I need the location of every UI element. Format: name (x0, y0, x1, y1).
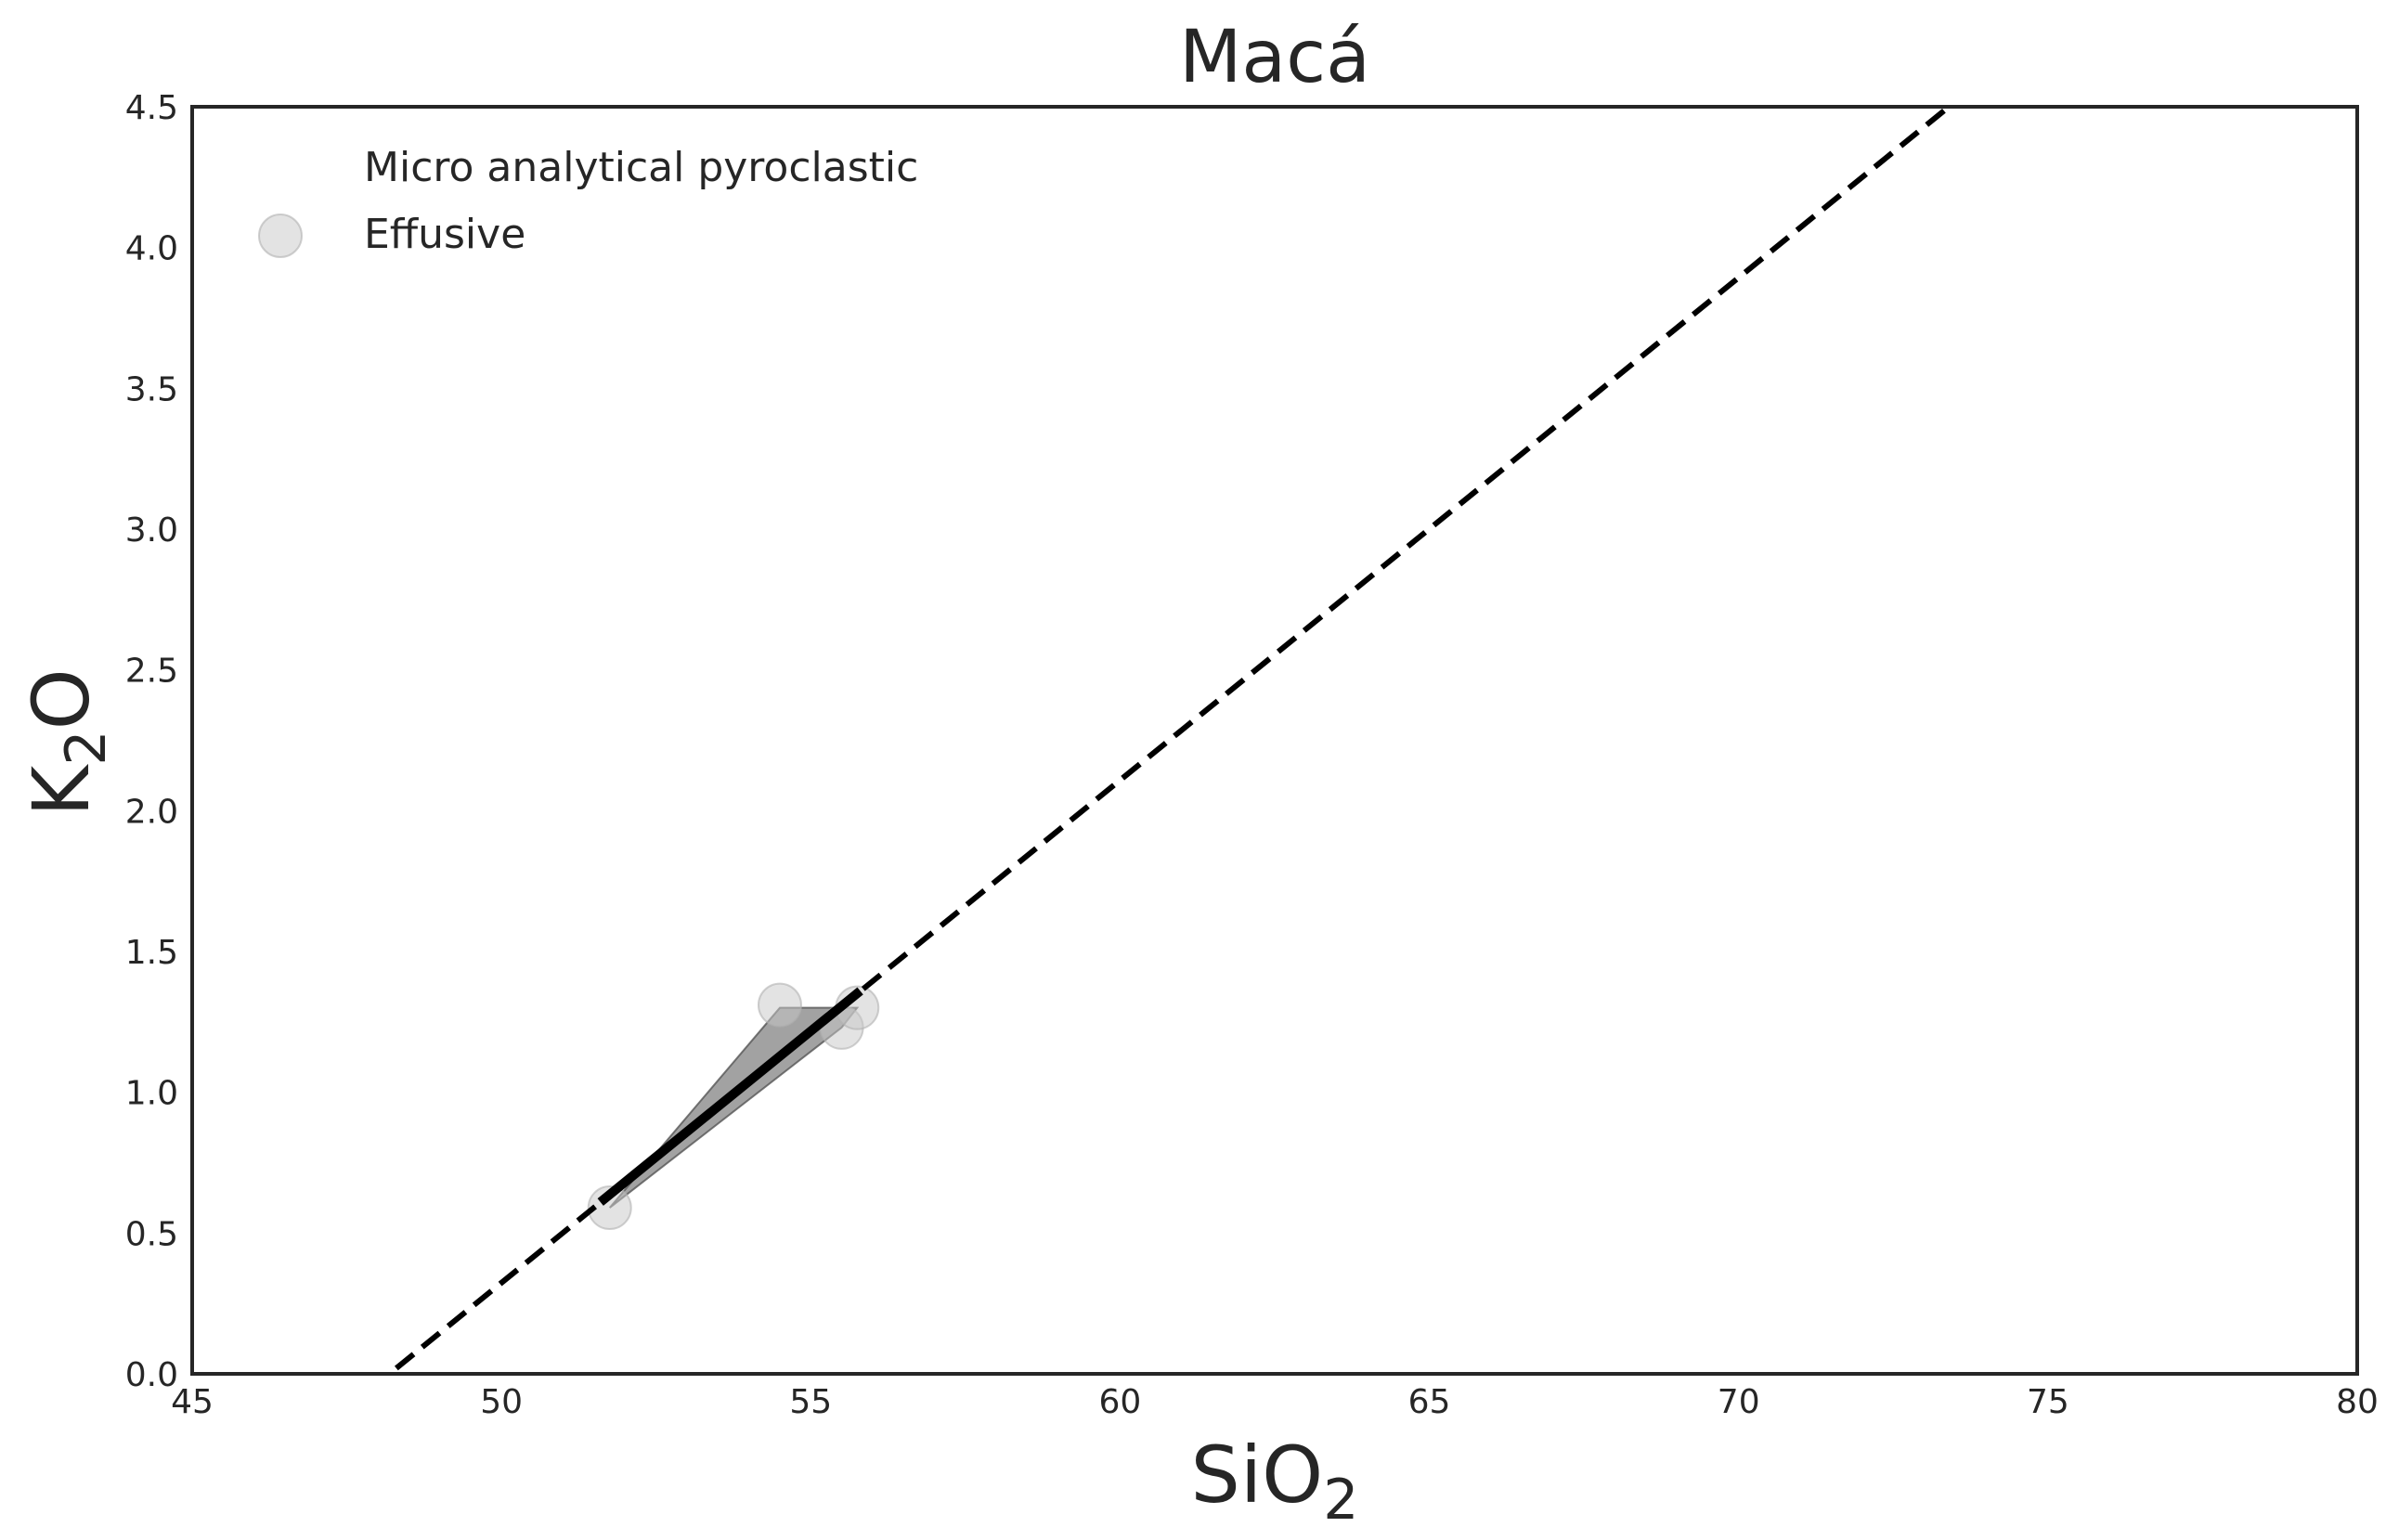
data-point (757, 982, 802, 1028)
data-point (587, 1185, 632, 1231)
x-tick-label: 55 (789, 1383, 832, 1421)
x-axis-label-main: SiO (1191, 1430, 1324, 1521)
y-tick-label: 1.0 (125, 1075, 178, 1113)
legend: Micro analytical pyroclastic Effusive (258, 144, 918, 258)
y-tick-label: 0.0 (125, 1356, 178, 1394)
hull-polygon (608, 1006, 860, 1209)
y-tick-label: 1.5 (125, 934, 178, 972)
y-axis: 0.0 0.5 1.0 1.5 2.0 2.5 3.0 3.5 4.0 4.5 (125, 89, 178, 1394)
y-tick-label: 2.0 (125, 793, 178, 831)
regression-line (597, 987, 863, 1206)
x-tick-label: 75 (2027, 1383, 2069, 1421)
x-tick-label: 80 (2336, 1383, 2379, 1421)
plot-area (394, 104, 1952, 1371)
y-tick-label: 4.0 (125, 230, 178, 268)
legend-marker-effusive (258, 214, 303, 258)
y-axis-label-main: K (16, 764, 107, 817)
y-axis-label-tail: O (16, 668, 107, 730)
y-tick-label: 2.5 (125, 653, 178, 691)
y-tick-label: 0.5 (125, 1215, 178, 1253)
y-tick-label: 3.0 (125, 511, 178, 550)
x-axis: 45 50 55 60 65 70 75 80 (171, 1383, 2379, 1421)
x-axis-label-subscript: 2 (1323, 1468, 1358, 1533)
legend-label-pyroclastic: Micro analytical pyroclastic (364, 144, 918, 191)
x-tick-label: 45 (171, 1383, 214, 1421)
chart-title: Macá (1179, 16, 1370, 99)
y-axis-label: K2O (16, 668, 119, 816)
x-tick-label: 60 (1099, 1383, 1142, 1421)
x-axis-label: SiO2 (1191, 1430, 1359, 1533)
axes-frame (190, 105, 2359, 1376)
x-tick-label: 50 (480, 1383, 523, 1421)
x-tick-label: 70 (1718, 1383, 1760, 1421)
y-axis-label-subscript: 2 (54, 730, 119, 765)
legend-label-effusive: Effusive (364, 211, 525, 258)
y-tick-label: 3.5 (125, 370, 178, 408)
y-tick-label: 4.5 (125, 89, 178, 127)
x-tick-label: 65 (1408, 1383, 1451, 1421)
